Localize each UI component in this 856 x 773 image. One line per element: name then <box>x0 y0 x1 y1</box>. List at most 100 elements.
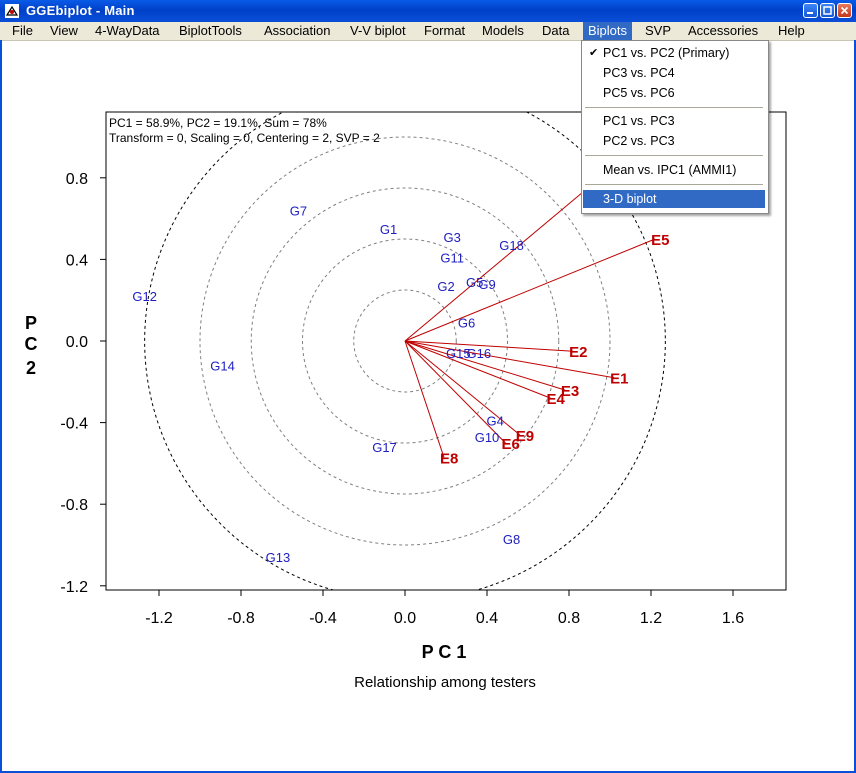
tester-vector-e8 <box>404 340 445 458</box>
genotype-label-g11: G11 <box>440 250 464 265</box>
menu-item-pc2-vs-pc3[interactable]: PC2 vs. PC3 <box>583 132 765 150</box>
y-axis-label-2: 2 <box>26 358 36 378</box>
x-tick-label: 0.0 <box>394 610 416 627</box>
concentric-circle-1 <box>353 289 457 393</box>
genotype-label-g16: G16 <box>467 346 492 361</box>
tester-label-e8: E8 <box>440 450 458 467</box>
genotype-label-g15: G15 <box>446 346 471 361</box>
outer-circle <box>144 112 666 590</box>
genotype-label-g1: G1 <box>380 222 397 237</box>
y-axis-label: P C 2 <box>25 313 38 378</box>
menu-item-label: Mean vs. IPC1 (AMMI1) <box>603 163 737 177</box>
menu-item-pc5-vs-pc6[interactable]: PC5 vs. PC6 <box>583 84 765 102</box>
menu-item-label: PC5 vs. PC6 <box>603 86 675 100</box>
close-button[interactable] <box>837 3 852 18</box>
x-tick-label: 1.2 <box>640 610 662 627</box>
info-line-2: Transform = 0, Scaling = 0, Centering = … <box>109 131 380 145</box>
tester-label-e1: E1 <box>610 371 628 388</box>
menu-item-label: PC2 vs. PC3 <box>603 134 675 148</box>
info-line-1: PC1 = 58.9%, PC2 = 19.1%, Sum = 78% <box>109 116 327 130</box>
menu-separator <box>585 107 763 108</box>
minimize-icon <box>807 12 813 14</box>
menu-item-label: 3-D biplot <box>603 192 657 206</box>
menu-biplots[interactable]: Biplots <box>583 22 633 40</box>
menu-item-label: PC3 vs. PC4 <box>603 66 675 80</box>
genotype-label-g9: G9 <box>478 277 495 292</box>
close-icon <box>840 6 849 15</box>
x-axis-label: P C 1 <box>422 642 467 662</box>
genotype-label-g4: G4 <box>487 414 504 429</box>
menu-file[interactable]: File <box>12 23 33 38</box>
menu-item-3d-biplot[interactable]: 3-D biplot <box>583 190 765 208</box>
x-tick-label: -0.8 <box>227 610 255 627</box>
tester-vector-e2 <box>404 340 574 352</box>
menu-item-pc1-vs-pc3[interactable]: PC1 vs. PC3 <box>583 112 765 130</box>
menu-format[interactable]: Format <box>424 23 466 38</box>
biplot-chart: E5E7E2E1E3E4E9E6E8G7G1G3G18G12G11G2G5G9G… <box>25 111 787 691</box>
menu-svp[interactable]: SVP <box>645 23 672 38</box>
y-tick-label: -0.8 <box>60 497 88 514</box>
tester-vector-e1 <box>404 340 615 379</box>
genotype-label-g2: G2 <box>437 279 454 294</box>
window-border-bottom <box>0 771 856 773</box>
window-border-left <box>0 40 2 773</box>
window-title: GGEbiplot - Main <box>26 3 135 18</box>
x-tick-label: 1.6 <box>722 610 744 627</box>
concentric-circle-4 <box>199 136 611 546</box>
menu-item-pc1-vs-pc2[interactable]: ✔ PC1 vs. PC2 (Primary) <box>583 44 765 62</box>
x-tick-label: 0.8 <box>558 610 580 627</box>
tester-label-e3: E3 <box>561 383 579 400</box>
menu-view[interactable]: View <box>50 23 78 38</box>
y-tick-label: -0.4 <box>60 416 88 433</box>
menu-biplottools[interactable]: BiplotTools <box>179 23 242 38</box>
x-tick-label: -0.4 <box>309 610 337 627</box>
menu-association[interactable]: Association <box>264 23 331 38</box>
genotype-label-g8: G8 <box>503 532 520 547</box>
chart-subtitle: Relationship among testers <box>354 674 536 691</box>
genotype-label-g17: G17 <box>372 440 397 455</box>
tester-vector-e7 <box>404 189 586 342</box>
menu-vv-biplot[interactable]: V-V biplot <box>350 23 406 38</box>
maximize-button[interactable] <box>820 3 835 18</box>
menu-accessories[interactable]: Accessories <box>688 23 759 38</box>
menu-item-label: PC1 vs. PC3 <box>603 114 675 128</box>
genotype-label-g12: G12 <box>132 289 157 304</box>
menu-item-label: PC1 vs. PC2 (Primary) <box>603 46 730 60</box>
window-border-right <box>854 40 856 773</box>
biplots-dropdown-menu: ✔ PC1 vs. PC2 (Primary) PC3 vs. PC4 PC5 … <box>581 40 769 214</box>
minimize-button[interactable] <box>803 3 818 18</box>
genotype-label-g6: G6 <box>458 316 475 331</box>
genotype-label-g14: G14 <box>210 358 235 373</box>
menu-data[interactable]: Data <box>542 23 570 38</box>
tester-vector-e3 <box>404 340 566 391</box>
menu-separator <box>585 155 763 156</box>
menu-item-pc3-vs-pc4[interactable]: PC3 vs. PC4 <box>583 64 765 82</box>
menu-4waydata[interactable]: 4-WayData <box>95 23 160 38</box>
genotype-label-g3: G3 <box>443 230 460 245</box>
maximize-icon <box>823 6 832 15</box>
menu-item-mean-vs-ipc1[interactable]: Mean vs. IPC1 (AMMI1) <box>583 161 765 179</box>
tester-vector-e6 <box>404 340 506 444</box>
tester-label-e2: E2 <box>569 344 587 361</box>
tester-vector-e5 <box>404 238 656 342</box>
genotype-label-g7: G7 <box>290 203 307 218</box>
menu-help[interactable]: Help <box>778 23 805 38</box>
genotype-label-g5: G5 <box>466 275 483 290</box>
plot-frame <box>105 111 787 591</box>
menu-models[interactable]: Models <box>482 23 524 38</box>
y-tick-label: 0.4 <box>66 252 88 269</box>
y-axis-label-c: C <box>25 334 38 354</box>
menu-bar: File View 4-WayData BiplotTools Associat… <box>0 22 856 41</box>
tester-label-e4: E4 <box>547 391 566 408</box>
concentric-circle-3 <box>250 187 560 495</box>
y-tick-label: 0.0 <box>66 334 88 351</box>
y-axis-label-p: P <box>25 313 37 333</box>
tester-label-e9: E9 <box>516 428 534 445</box>
y-tick-label: 0.8 <box>66 171 88 188</box>
genotype-label-g13: G13 <box>266 550 291 565</box>
tester-vector-e9 <box>404 340 521 436</box>
check-icon: ✔ <box>589 47 599 59</box>
x-tick-label: 0.4 <box>476 610 498 627</box>
x-tick-label: -1.2 <box>145 610 173 627</box>
y-tick-label: -1.2 <box>60 579 88 596</box>
